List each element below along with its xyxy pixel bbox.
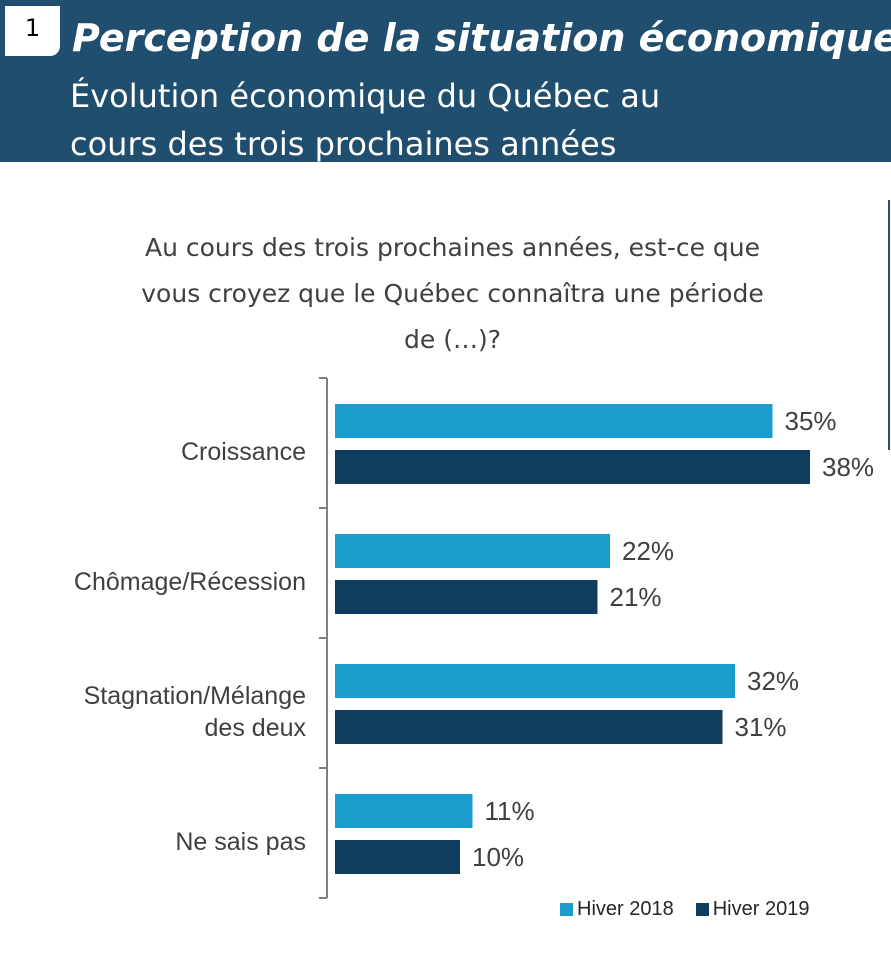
slide-number: 1	[5, 6, 60, 56]
data-label: 10%	[472, 842, 524, 872]
bar	[335, 710, 723, 744]
category-label: Stagnation/Mélange des deux	[84, 682, 307, 742]
data-label: 32%	[747, 666, 799, 696]
legend-item-2019: Hiver 2019	[695, 898, 810, 921]
question-line-2: vous croyez que le Québec connaîtra une …	[141, 279, 764, 308]
bar-chart: Croissance 35% 38% Chômage/Récession 22% 21% S…	[74, 377, 874, 899]
data-label: 38%	[822, 452, 874, 482]
data-label: 21%	[610, 582, 662, 612]
data-label: 11%	[485, 796, 535, 826]
bar	[335, 840, 460, 874]
question-line-3: de (…)?	[404, 325, 501, 354]
category-label-line: Ne sais pas	[175, 828, 306, 856]
chart-legend: Hiver 2018 Hiver 2019	[560, 898, 809, 921]
side-divider	[888, 200, 890, 450]
data-label: 35%	[785, 406, 837, 436]
bar	[335, 794, 473, 828]
category-label-line: Stagnation/Mélange	[84, 682, 306, 710]
legend-label-2019: Hiver 2019	[712, 898, 810, 920]
category-label: Croissance	[181, 438, 306, 466]
legend-item-2018: Hiver 2018	[560, 898, 674, 921]
data-label: 31%	[735, 712, 787, 742]
category-label-line: Croissance	[181, 438, 306, 466]
category-label-line: Chômage/Récession	[74, 568, 306, 596]
data-label: 22%	[622, 536, 674, 566]
bar	[335, 404, 773, 438]
subtitle-line-2: cours des trois prochaines années	[70, 125, 617, 163]
legend-swatch-2018	[560, 903, 573, 916]
bar	[335, 534, 610, 568]
bar	[335, 450, 810, 484]
survey-question: Au cours des trois prochaines années, es…	[95, 225, 810, 363]
legend-swatch-2019	[695, 903, 709, 916]
slide-subtitle: Évolution économique du Québec au cours …	[70, 72, 770, 168]
category-label: Chômage/Récession	[74, 568, 306, 596]
category-label-line: des deux	[205, 714, 307, 742]
subtitle-line-1: Évolution économique du Québec au	[70, 77, 661, 115]
legend-label-2018: Hiver 2018	[577, 898, 674, 920]
header-banner: 1 Perception de la situation économique …	[0, 0, 891, 163]
question-line-1: Au cours des trois prochaines années, es…	[144, 233, 761, 262]
bar	[335, 664, 735, 698]
bar	[335, 580, 598, 614]
slide-title: Perception de la situation économique	[72, 16, 891, 60]
category-label: Ne sais pas	[175, 828, 306, 856]
